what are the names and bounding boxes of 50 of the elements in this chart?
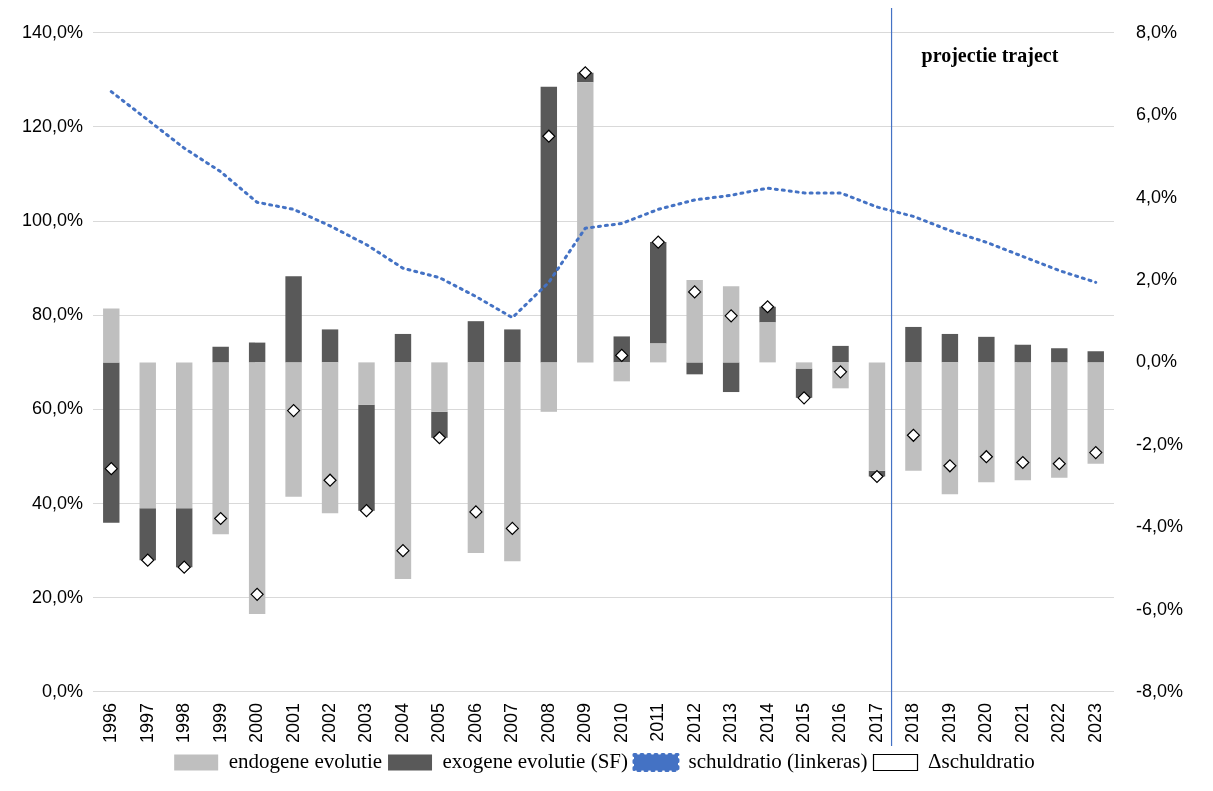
y-tick-label: 60,0%	[32, 398, 84, 419]
y2-tick-label: 8,0%	[1135, 21, 1178, 42]
x-tick-label: 2022	[1048, 702, 1069, 743]
x-tick-label: 2013	[720, 702, 741, 743]
legend-label: schuldratio (linkeras)	[688, 749, 868, 774]
y2-tick-label: 6,0%	[1135, 104, 1178, 125]
x-tick-label: 2015	[793, 702, 814, 743]
y-tick-label: 20,0%	[32, 586, 84, 607]
x-tick-label: 2005	[428, 702, 449, 743]
x-tick-label: 2023	[1084, 702, 1105, 743]
x-tick-label: 2008	[537, 702, 558, 743]
x-tick-label: 2017	[865, 702, 886, 743]
x-tick-label: 2000	[246, 702, 267, 743]
y-tick-label: 80,0%	[32, 304, 84, 325]
y-tick-label: 120,0%	[21, 115, 84, 136]
x-tick-label: 2006	[464, 702, 485, 743]
x-tick-label: 2016	[829, 702, 850, 743]
x-tick-label: 2011	[647, 702, 668, 742]
x-tick-label: 1998	[173, 702, 194, 743]
x-tick-label: 2009	[574, 702, 595, 743]
x-tick-label: 2001	[282, 702, 303, 743]
y2-tick-label: 0,0%	[1135, 351, 1178, 372]
x-tick-label: 1996	[100, 702, 121, 743]
x-tick-label: 2012	[683, 702, 704, 743]
x-tick-label: 1997	[136, 702, 157, 743]
x-tick-label: 2002	[319, 702, 340, 743]
x-tick-label: 1999	[209, 702, 230, 743]
y-tick-label: 40,0%	[32, 492, 84, 513]
y-tick-label: 0,0%	[42, 680, 84, 701]
y-tick-label: 140,0%	[21, 21, 84, 42]
x-tick-label: 2020	[975, 702, 996, 743]
y2-tick-label: 4,0%	[1135, 186, 1178, 207]
x-tick-label: 2019	[938, 702, 959, 743]
x-tick-label: 2003	[355, 702, 376, 743]
x-tick-label: 2004	[391, 702, 412, 743]
y2-tick-label: -4,0%	[1135, 516, 1184, 537]
ref-line-label: projectie traject	[921, 43, 1059, 67]
x-tick-label: 2014	[756, 702, 777, 743]
x-tick-label: 2010	[610, 702, 631, 743]
legend-label: endogene evolutie	[228, 749, 383, 774]
x-tick-label: 2021	[1011, 702, 1032, 743]
y2-tick-label: 2,0%	[1135, 268, 1178, 289]
y-tick-label: 100,0%	[21, 210, 84, 231]
y2-tick-label: -8,0%	[1135, 680, 1184, 701]
legend-label: Δschuldratio	[928, 749, 1035, 774]
x-tick-label: 2007	[501, 702, 522, 743]
y2-tick-label: -2,0%	[1135, 433, 1184, 454]
y2-tick-label: -6,0%	[1135, 598, 1184, 619]
x-tick-label: 2018	[902, 702, 923, 743]
legend-label: exogene evolutie (SF)	[442, 749, 628, 774]
